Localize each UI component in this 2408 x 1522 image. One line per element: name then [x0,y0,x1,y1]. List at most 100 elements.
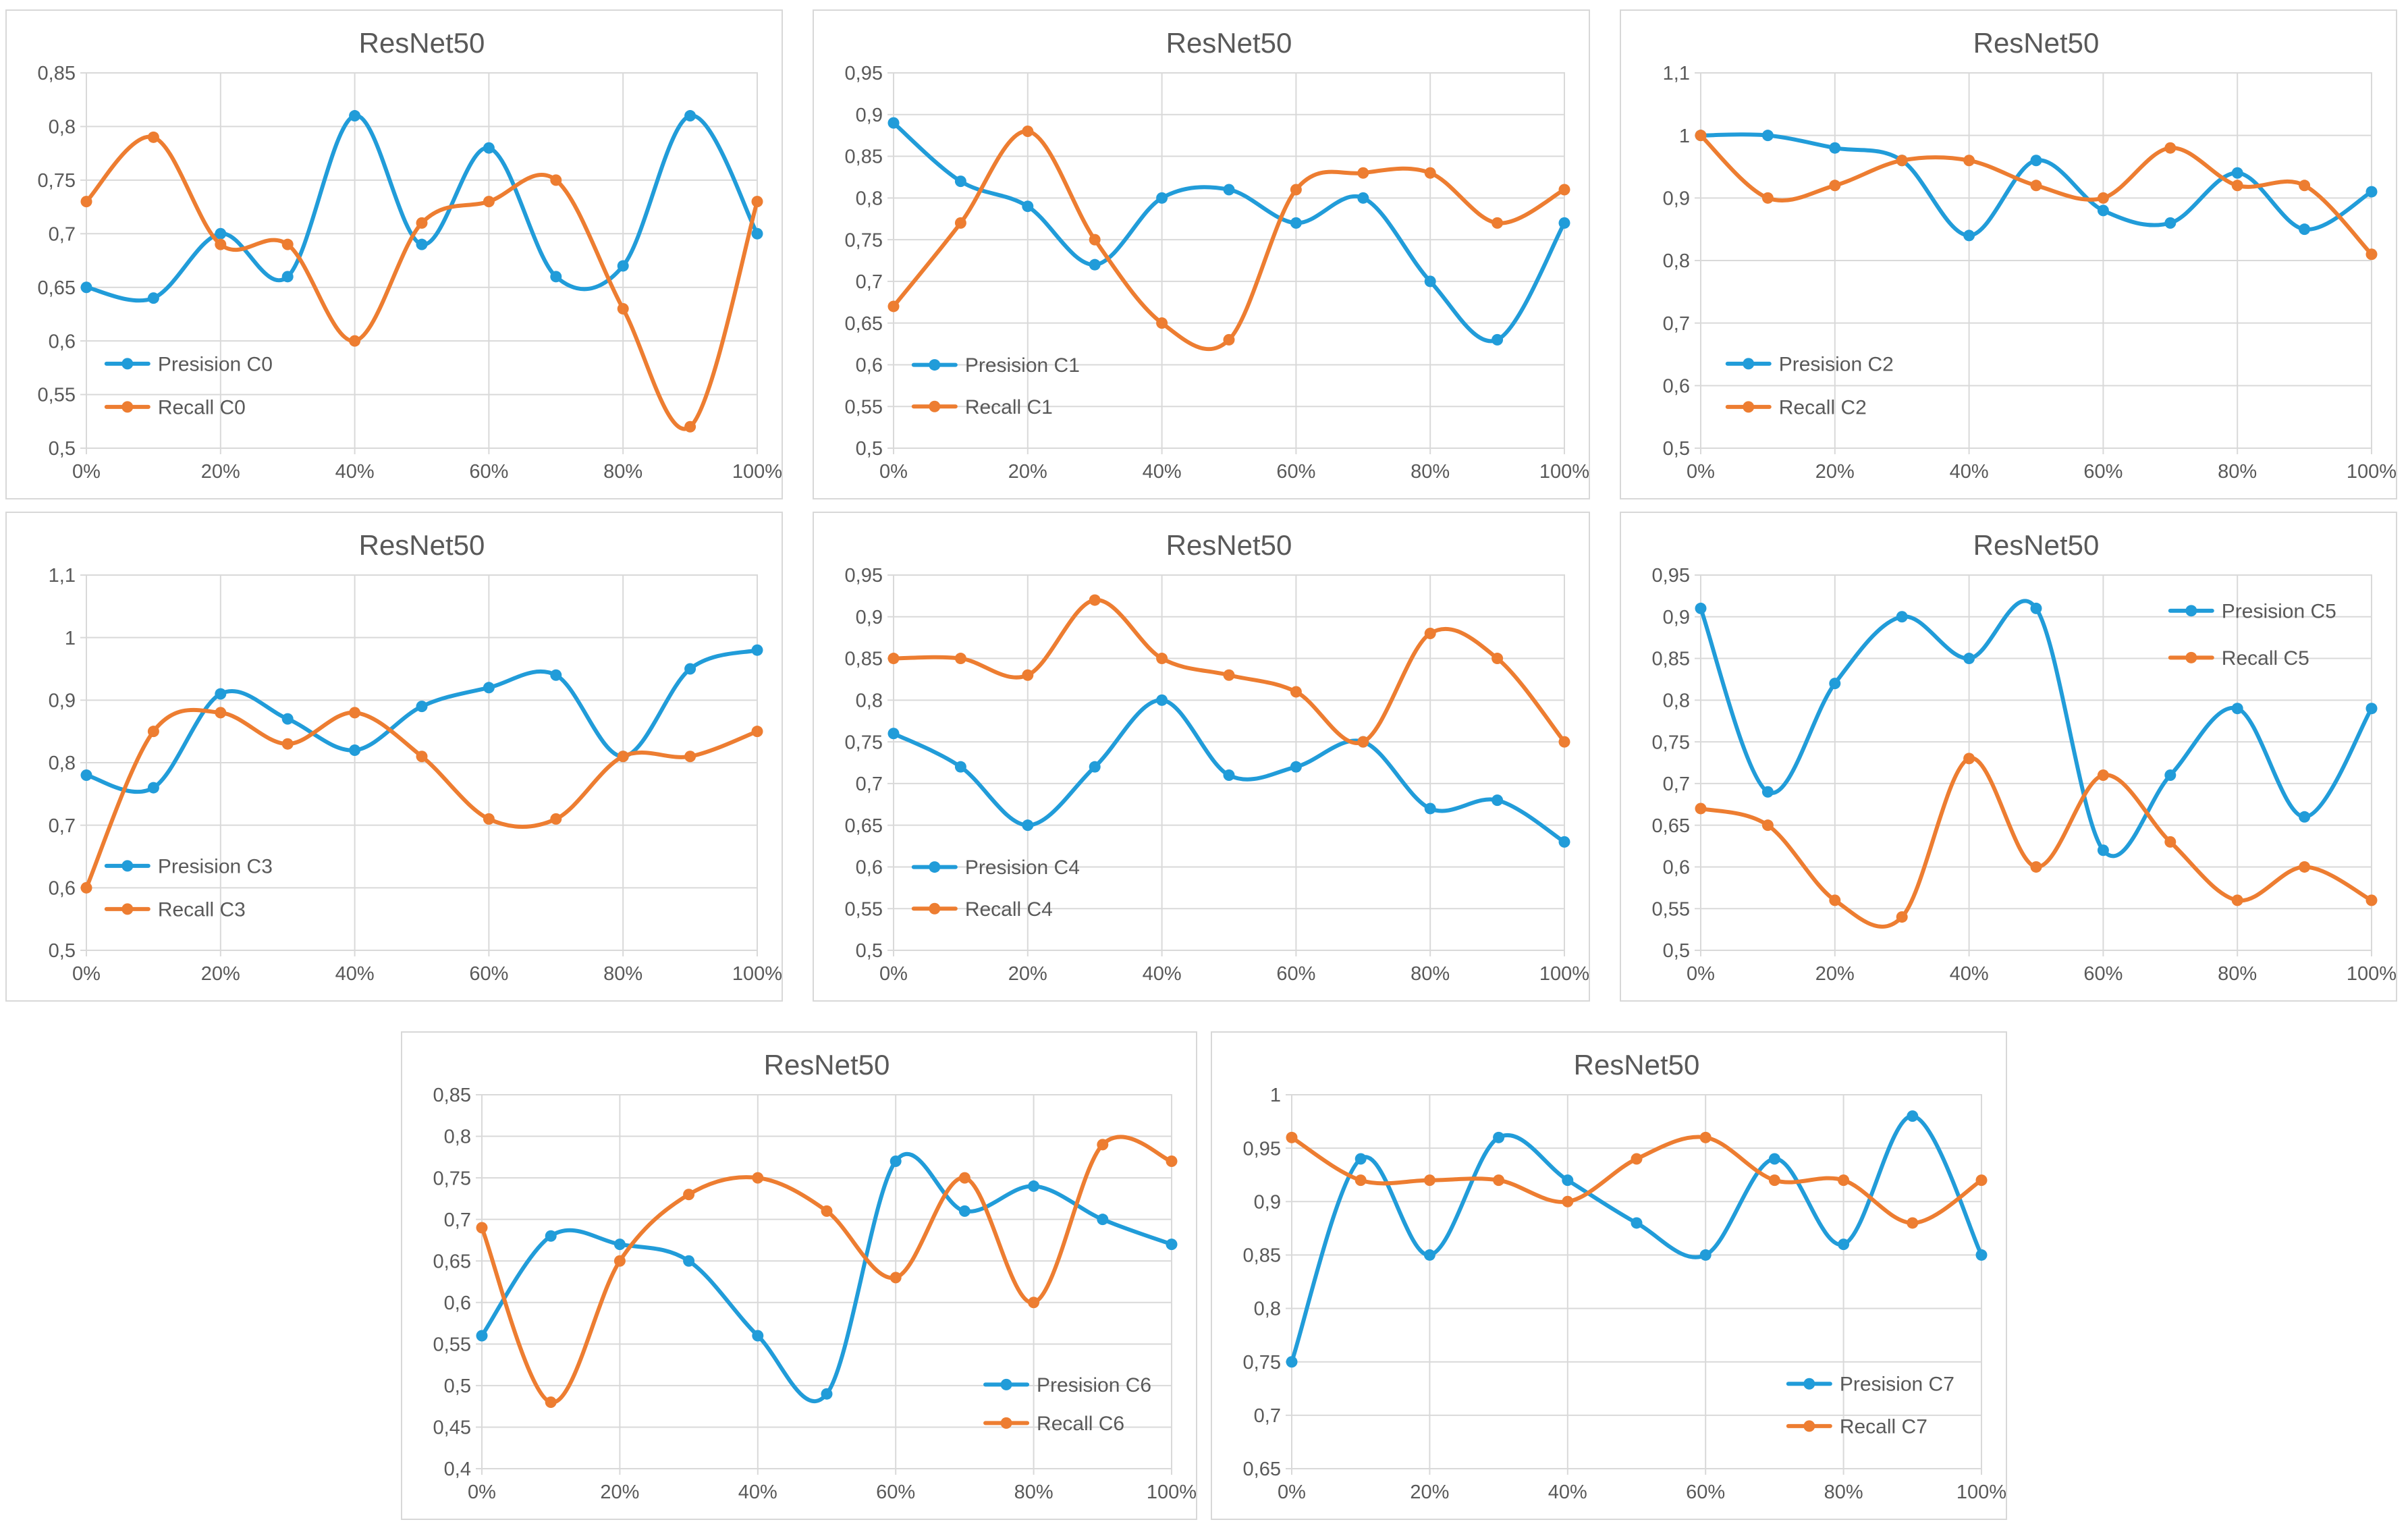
data-point-marker [1829,142,1841,154]
y-tick-label: 0,85 [845,146,883,168]
x-tick-label: 20% [201,461,240,483]
y-tick-label: 0,8 [1663,250,1690,272]
legend-entry-recall-c2: Recall C2 [1725,396,1867,418]
chart-title: ResNet50 [764,1049,890,1081]
x-tick-label: 20% [1815,461,1855,483]
data-point-marker [2299,223,2311,236]
y-tick-label: 0,7 [856,773,883,795]
data-point-marker [1492,333,1504,346]
data-point-marker [2097,205,2109,217]
data-point-marker [1492,794,1504,807]
x-tick-label: 60% [469,963,508,985]
data-point-marker [1424,803,1436,815]
y-tick-label: 1 [1679,126,1690,147]
data-point-marker [2231,167,2243,179]
legend-marker [121,358,134,370]
data-point-marker [1907,1110,1919,1122]
y-tick-label: 0,5 [49,940,76,962]
legend-label: Presision C2 [1779,353,1894,375]
data-point-marker [1166,1239,1178,1251]
data-point-marker [954,761,966,773]
data-point-marker [617,302,629,315]
chart-resnet50-c4: ResNet50 0,95 0,9 0,85 0,8 0,75 0,7 0,65 0,6 0,55… [813,512,1590,1002]
data-point-marker [2365,894,2378,906]
data-point-marker [550,174,562,186]
y-tick-label: 0,65 [433,1251,471,1272]
plot-border [1700,72,2372,449]
legend-entry-presision-c1: Presision C1 [911,354,1080,377]
legend-entry-recall-c1: Recall C1 [911,396,1053,418]
x-tick-label: 100% [732,963,782,985]
data-point-marker [545,1396,557,1409]
y-tick-label: 0,7 [856,271,883,293]
data-point-marker [1156,653,1168,665]
y-tick-label: 0,9 [49,690,76,711]
data-point-marker [1357,192,1369,204]
data-point-marker [1558,184,1570,196]
y-tick-label: 0,5 [1663,940,1690,962]
data-point-marker [1761,192,1774,204]
x-tick-label: 80% [1411,963,1450,985]
data-point-marker [1290,686,1302,698]
data-point-marker [684,420,696,433]
y-tick-label: 0,55 [845,396,883,418]
x-tick-label: 0% [72,963,101,985]
data-point-marker [2164,217,2177,229]
chart-resnet50-c0: ResNet50 0,85 0,8 0,75 0,7 0,65 0,6 0,55 0,5 0% 20… [5,9,783,499]
y-tick-label: 0,45 [433,1417,471,1439]
y-tick-label: 0,5 [49,438,76,460]
legend-label: Presision C3 [158,855,273,877]
y-tick-label: 0,7 [49,223,76,245]
plot-border [893,574,1565,951]
data-point-marker [1761,786,1774,798]
data-point-marker [613,1239,626,1251]
series-line-presision-c1 [892,121,1566,344]
y-tick-label: 0,75 [38,170,76,192]
data-point-marker [550,813,562,825]
chart-title: ResNet50 [359,27,485,59]
x-tick-label: 40% [335,461,375,483]
legend-label: Presision C1 [965,354,1080,377]
legend-marker [1803,1378,1815,1390]
chart-svg-c1: ResNet50 0,95 0,9 0,85 0,8 0,75 0,7 0,65 0,6 0,55… [845,27,1589,483]
plot-border [893,72,1565,449]
data-point-marker [1357,736,1369,748]
x-tick-label: 40% [1548,1482,1587,1503]
legend-marker [929,861,941,873]
data-point-marker [147,131,159,143]
data-point-marker [1896,155,1908,167]
data-point-marker [2299,861,2311,873]
legend-entry-recall-c7: Recall C7 [1786,1415,1927,1438]
data-point-marker [617,260,629,272]
data-point-marker [1223,333,1235,346]
legend-marker [2185,605,2197,617]
data-point-marker [887,728,900,740]
data-point-marker [349,335,361,347]
series-line-presision-c7 [1290,1114,1983,1364]
data-point-marker [1028,1297,1040,1309]
data-point-marker [2365,186,2378,198]
data-point-marker [1695,602,1707,614]
y-tick-label: 0,95 [845,63,883,84]
y-tick-label: 0,8 [1663,690,1690,711]
data-point-marker [1838,1174,1850,1187]
data-point-marker [80,196,92,208]
data-point-marker [1166,1155,1178,1167]
legend-label: Recall C3 [158,898,246,921]
legend-entry-presision-c2: Presision C2 [1725,353,1894,375]
x-tick-label: 100% [732,461,782,483]
series-line-recall-c6 [480,1135,1174,1405]
y-tick-label: 0,9 [1663,188,1690,209]
legend-entry-presision-c3: Presision C3 [104,855,273,877]
data-point-marker [684,110,696,122]
data-point-marker [1768,1174,1780,1187]
data-point-marker [2030,155,2042,167]
legend-label: Recall C1 [965,396,1053,418]
x-tick-label: 80% [1014,1482,1054,1503]
chart-title: ResNet50 [1166,27,1292,59]
x-tick-label: 20% [1008,461,1047,483]
data-point-marker [2030,861,2042,873]
data-point-marker [1097,1139,1109,1151]
chart-title: ResNet50 [1973,529,2100,561]
